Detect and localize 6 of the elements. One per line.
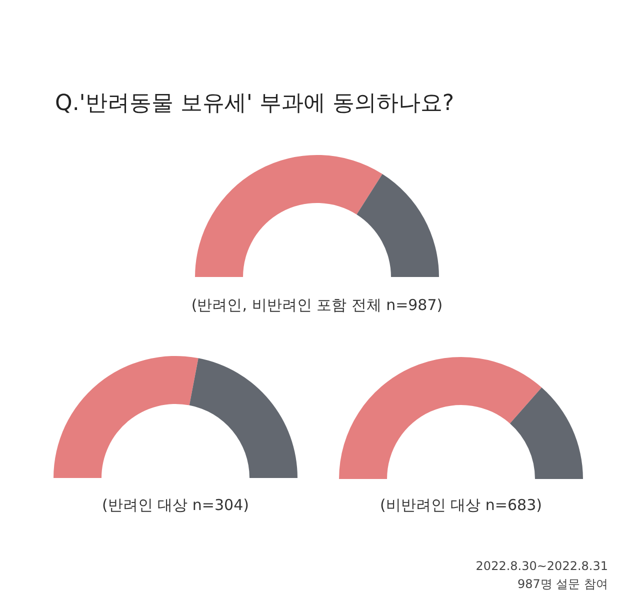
text: (비반려인 대상 n=683) — [380, 496, 542, 514]
text: 987명 설문 참여 — [517, 577, 608, 591]
text: 2022.8.30~2022.8.31 — [476, 559, 608, 573]
text: (반려인 대상 n=304) — [102, 496, 249, 514]
text: (반려인, 비반려인 포함 전체 n=987) — [191, 296, 443, 314]
chart-title: Q.'반려동물 보유세' 부과에 동의하나요? — [55, 91, 454, 116]
